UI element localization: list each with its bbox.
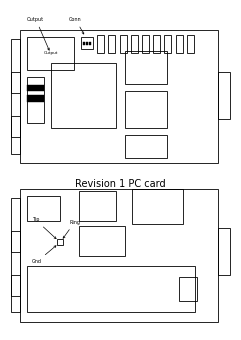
Bar	[83, 42, 85, 45]
Bar	[153, 35, 160, 53]
Bar	[27, 77, 44, 123]
Text: Revision 1 PC card: Revision 1 PC card	[75, 179, 166, 189]
Text: Output: Output	[27, 17, 49, 50]
Bar	[97, 35, 104, 53]
Bar	[11, 275, 20, 296]
Bar	[131, 35, 138, 53]
Bar	[27, 37, 74, 70]
Text: Ring: Ring	[63, 220, 80, 238]
Bar	[132, 189, 183, 224]
Bar	[79, 191, 116, 221]
Bar	[125, 91, 167, 128]
Bar	[86, 42, 88, 45]
Bar	[11, 231, 20, 252]
Bar	[20, 30, 218, 163]
Bar	[175, 35, 182, 53]
Bar	[11, 198, 20, 312]
Text: Gnd: Gnd	[32, 246, 56, 264]
Bar	[27, 195, 60, 221]
Text: Output: Output	[43, 51, 58, 55]
Bar	[27, 85, 44, 91]
Bar	[108, 35, 115, 53]
Bar	[81, 37, 93, 49]
Bar	[218, 72, 230, 119]
Bar	[20, 189, 218, 322]
Bar	[164, 35, 171, 53]
Bar	[125, 51, 167, 84]
Bar	[11, 39, 20, 154]
Bar	[179, 277, 197, 301]
Bar	[51, 63, 116, 128]
Bar	[187, 35, 194, 53]
Bar	[11, 116, 20, 137]
Bar	[89, 42, 91, 45]
Bar	[27, 266, 195, 312]
Bar	[57, 239, 63, 245]
Bar	[120, 35, 127, 53]
Bar	[142, 35, 149, 53]
Text: Conn: Conn	[69, 17, 84, 34]
Text: Tip: Tip	[32, 217, 56, 239]
Bar	[79, 226, 125, 256]
Bar	[218, 228, 230, 275]
Bar	[27, 96, 44, 102]
Bar	[11, 72, 20, 93]
Bar	[125, 135, 167, 158]
